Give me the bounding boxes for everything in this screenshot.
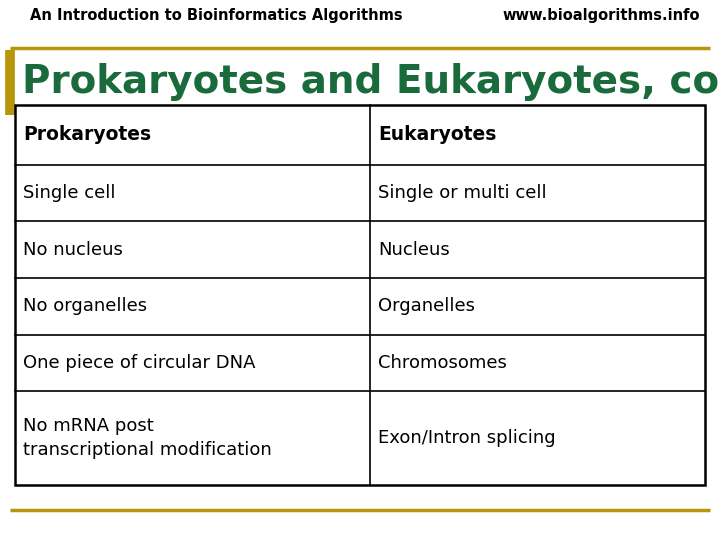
Text: Exon/Intron splicing: Exon/Intron splicing [378,429,556,447]
Text: Prokaryotes and Eukaryotes, continued: Prokaryotes and Eukaryotes, continued [22,63,720,101]
Text: Nucleus: Nucleus [378,241,450,259]
Text: www.bioalgorithms.info: www.bioalgorithms.info [503,8,700,23]
Text: One piece of circular DNA: One piece of circular DNA [23,354,256,372]
Bar [15,105,705,485]
Text: Prokaryotes: Prokaryotes [23,125,151,144]
Text: An Introduction to Bioinformatics Algorithms: An Introduction to Bioinformatics Algori… [30,8,402,23]
Text: Eukaryotes: Eukaryotes [378,125,496,144]
Text: Organelles: Organelles [378,298,475,315]
Text: No nucleus: No nucleus [23,241,123,259]
Text: No organelles: No organelles [23,298,147,315]
Text: No mRNA post
transcriptional modification: No mRNA post transcriptional modificatio… [23,417,271,459]
Text: Chromosomes: Chromosomes [378,354,507,372]
Text: Single cell: Single cell [23,184,115,202]
Text: Single or multi cell: Single or multi cell [378,184,546,202]
